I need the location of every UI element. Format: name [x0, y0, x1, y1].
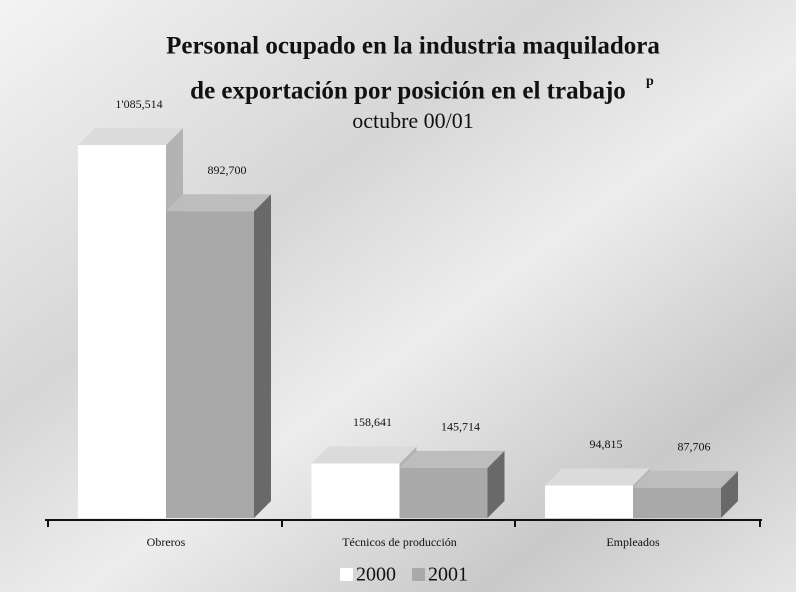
legend-label: 2000 [356, 564, 396, 586]
bar [78, 145, 166, 518]
bar-side [254, 194, 271, 519]
chart-title: de exportación por posición en el trabaj… [190, 78, 626, 105]
bar-top [166, 194, 271, 212]
bar-top [78, 128, 183, 145]
data-label: 87,706 [678, 440, 711, 454]
title-superscript: p [646, 74, 654, 89]
bar-top [399, 450, 505, 468]
bar-side [487, 450, 505, 518]
bar [399, 467, 488, 518]
bar [311, 463, 400, 518]
data-label: 1'085,514 [115, 97, 162, 111]
legend-label: 2001 [428, 564, 468, 586]
x-tick-label: Empleados [606, 535, 660, 549]
data-label: 94,815 [590, 437, 623, 451]
x-tick-label: Técnicos de producción [342, 535, 457, 549]
data-label: 892,700 [208, 163, 247, 177]
bar [545, 485, 633, 518]
bar [633, 487, 721, 518]
legend-swatch [340, 568, 353, 581]
bar [166, 211, 254, 519]
bar-side [721, 470, 738, 518]
data-label: 158,641 [353, 415, 392, 429]
data-label: 145,714 [441, 420, 480, 434]
bar-top [633, 470, 738, 488]
bar-top [545, 468, 650, 486]
chart-title: Personal ocupado en la industria maquila… [166, 33, 660, 60]
x-tick-label: Obreros [147, 535, 186, 549]
chart-subtitle: octubre 00/01 [352, 108, 474, 133]
legend-swatch [412, 568, 425, 581]
bar-top [311, 446, 417, 464]
